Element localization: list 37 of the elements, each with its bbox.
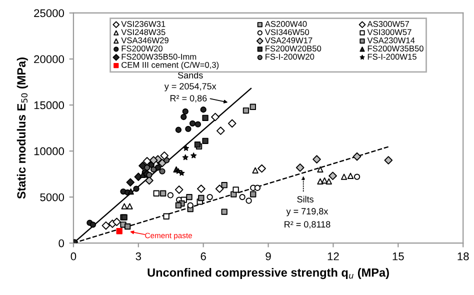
y-axis-title: Static modulus E$_{50}$ (MPa) [16, 58, 28, 199]
y-tick-label: 0 [58, 239, 64, 248]
legend-label: VSI300W57 [367, 29, 412, 36]
y-tick-label: 20000 [34, 55, 64, 64]
legend-label: FS-I-200W15 [368, 54, 416, 60]
legend-label: FS200W35B50-Imm [122, 54, 196, 60]
y-tick-label: 15000 [34, 101, 64, 110]
x-tick-label: 9 [266, 252, 271, 260]
legend-label: VSA249W17 [264, 37, 312, 44]
x-tick-label: 12 [328, 252, 339, 260]
legend-label: CEM III cement (C/W=0,3) [122, 62, 219, 70]
x-tick-label: 0 [70, 252, 76, 260]
y-tick-label: 25000 [34, 9, 64, 18]
x-tick-label: 3 [136, 252, 142, 260]
annotation: y = 2054,75x [164, 83, 216, 92]
annotation: R² = 0,86 [170, 95, 207, 103]
annotation: y = 719,8x [286, 208, 328, 216]
legend-label: VSA346W29 [121, 37, 168, 44]
legend-label: FS200W20B50 [266, 46, 322, 52]
y-tick-label: 5000 [40, 193, 64, 202]
y-tick-label: 10000 [34, 147, 64, 156]
legend-label: VSA230W14 [367, 37, 415, 44]
x-tick-label: 18 [458, 252, 469, 260]
annotation: Silts [297, 196, 314, 202]
legend-label: AS200W40 [264, 21, 307, 27]
annotation: R² = 0,8118 [284, 221, 330, 229]
x-axis-title: Unconfined compressive strength q$_{u}$ (MPa) [148, 268, 389, 280]
annotation: Sands [178, 72, 203, 78]
legend-label: VSI248W35 [121, 29, 166, 36]
legend-label: VSI346W50 [264, 29, 310, 36]
x-tick-label: 15 [392, 252, 404, 260]
legend-label: AS300W57 [367, 21, 409, 27]
legend-label: VSI236W31 [121, 21, 166, 27]
legend-label: FS-I-200W20 [266, 54, 314, 60]
legend-label: FS200W35B50 [368, 46, 424, 52]
x-tick-label: 6 [200, 252, 206, 260]
legend-label: FS200W20 [122, 46, 162, 52]
